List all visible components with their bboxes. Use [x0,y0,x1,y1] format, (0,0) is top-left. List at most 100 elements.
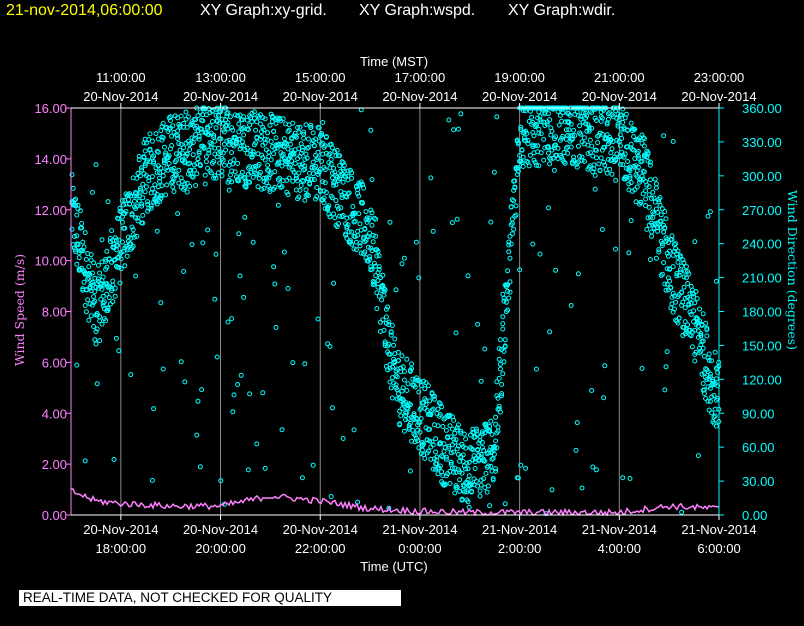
wdir-point [505,268,511,274]
wdir-point [398,365,404,371]
wdir-point [316,138,322,144]
wdir-point [112,293,118,299]
wdir-point [639,366,645,371]
wdir-point [279,184,285,190]
wdir-point [670,290,676,296]
wdir-point [496,346,502,352]
wdir-point [412,432,418,438]
wdir-point [431,396,437,402]
wdir-point [586,128,592,134]
y-left-tick-label: 16.00 [34,101,67,116]
wdir-point [139,201,145,207]
wdir-point [698,348,704,354]
wdir-point [615,123,621,129]
wdir-point [74,362,80,368]
wdir-point [482,346,488,352]
wdir-point [113,247,119,253]
wdir-point [662,209,668,214]
wdir-point [151,160,157,166]
y-right-tick-label: 180.00 [742,305,782,320]
wdir-point [133,215,139,221]
wdir-point [109,288,115,294]
wdir-point [365,244,371,250]
wdir-point [375,248,381,254]
wdir-point [478,482,484,488]
header-graph-title-wdir: XY Graph:wdir. [508,2,616,19]
wdir-point [368,127,374,133]
wdir-point [544,121,550,127]
wdir-point [83,309,89,315]
wdir-point [388,385,394,391]
wdir-point [501,359,507,365]
wdir-point [297,124,303,130]
wdir-point [380,283,386,289]
wdir-point [353,184,359,190]
wdir-point [310,171,316,177]
wdir-point [299,147,305,153]
wdir-point [416,378,422,383]
wdir-point [227,114,233,120]
wdir-point [94,381,100,387]
wdir-point [701,391,707,396]
wdir-point [302,361,308,367]
wdir-point [613,177,619,183]
wdir-point [285,129,291,134]
wdir-point [297,187,303,193]
wdir-point [398,413,404,419]
wdir-point [262,116,268,122]
wdir-point [382,287,388,293]
wdir-point [536,163,542,169]
wdir-point [160,121,166,126]
wdir-point [518,124,524,130]
x-top-tick-time: 17:00:00 [395,70,446,85]
wdir-point [497,366,503,372]
wdir-point [268,157,274,163]
wdir-point [715,396,721,401]
wdir-point [533,162,539,168]
wdir-point [644,154,650,160]
wdir-point [627,175,633,181]
wdir-point [401,428,407,434]
wdir-point [193,183,199,188]
wdir-point [681,260,687,266]
wdir-point [160,366,166,372]
y-right-tick-label: 330.00 [742,135,782,150]
wdir-point [151,153,157,159]
wspd-line [70,487,720,517]
wdir-point [356,193,362,199]
wdir-point [401,369,407,374]
wdir-point [290,360,296,366]
wdir-point [323,190,329,195]
wdir-point [231,392,237,398]
wdir-point [571,157,577,163]
wdir-point [248,170,254,175]
wdir-point [176,167,182,173]
wdir-point [508,204,514,210]
wdir-point [562,160,568,166]
wdir-point [287,153,293,159]
wdir-point [191,136,197,142]
wdir-point [530,142,536,148]
wdir-point [271,264,277,270]
wdir-point [254,441,260,447]
x-top-tick-time: 15:00:00 [295,70,346,85]
wdir-point [136,157,142,163]
wdir-point [184,151,190,157]
wdir-point [399,353,405,359]
wdir-point [545,150,551,156]
wdir-point [266,184,272,189]
x-bottom-tick-time: 18:00:00 [96,541,147,556]
wdir-point [500,321,506,327]
wdir-point [646,184,652,190]
wdir-point [233,141,239,147]
wdir-point [352,218,358,224]
wdir-point [707,371,713,377]
wdir-point [707,209,713,215]
wdir-point [707,398,713,404]
wdir-point [143,140,149,146]
x-top-tick-time: 23:00:00 [694,70,745,85]
wdir-point [199,387,205,393]
wdir-point [218,109,224,115]
wdir-point [271,151,277,157]
wdir-point [641,143,647,149]
